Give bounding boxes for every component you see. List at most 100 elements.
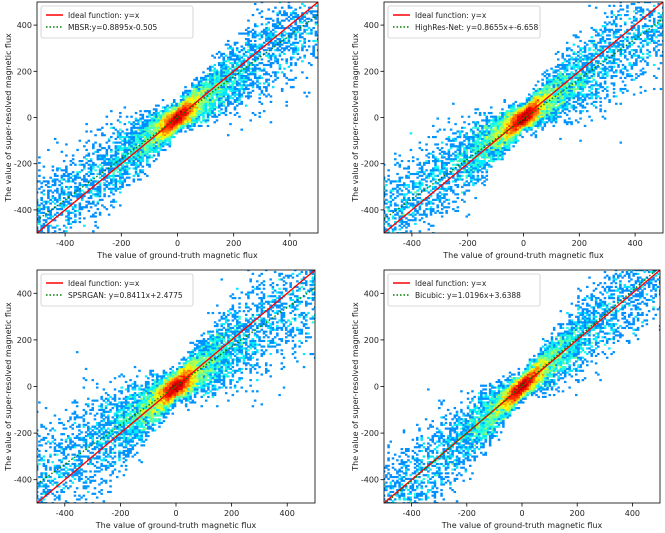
density-cell [407, 219, 410, 222]
density-cell [226, 56, 230, 59]
density-cell [65, 180, 68, 183]
density-cell [235, 89, 239, 92]
density-cell [510, 134, 513, 137]
density-cell [550, 115, 553, 118]
density-cell [186, 93, 190, 96]
density-cell [278, 34, 282, 37]
density-cell [193, 91, 196, 94]
density-cell [454, 158, 457, 161]
density-cell [242, 84, 246, 87]
density-cell [423, 172, 426, 176]
density-cell [51, 165, 55, 168]
density-cell [159, 113, 163, 116]
density-cell [213, 76, 217, 79]
density-cell [181, 115, 185, 118]
density-cell [143, 134, 147, 137]
density-cell [510, 139, 513, 142]
density-cell [608, 34, 611, 37]
density-cell [267, 39, 270, 43]
density-cell [112, 161, 115, 164]
density-cell [283, 10, 286, 13]
density-cell [581, 93, 585, 96]
density-cell [161, 106, 165, 109]
density-cell [608, 47, 611, 50]
density-cell [215, 80, 219, 83]
density-cell [47, 180, 50, 183]
density-cell [238, 115, 241, 118]
density-cell [119, 158, 122, 161]
density-cell [565, 60, 569, 63]
density-cell [610, 76, 614, 79]
density-cell [168, 134, 172, 137]
density-cell [94, 150, 97, 153]
density-cell [590, 76, 593, 79]
density-cell [630, 54, 634, 57]
density-cell [155, 145, 158, 148]
density-cell [186, 113, 190, 116]
density-cell [204, 89, 208, 92]
density-cell [431, 224, 435, 227]
density-cell [125, 139, 129, 142]
density-cell [301, 49, 304, 52]
density-cell [123, 145, 127, 148]
density-cell [168, 137, 172, 140]
density-cell [114, 178, 118, 181]
density-cell [71, 171, 75, 174]
density-cell [53, 180, 57, 183]
density-cell [130, 123, 133, 126]
density-cell [310, 32, 313, 35]
density-cell [87, 180, 91, 183]
density-cell [594, 45, 598, 48]
density-cell [621, 36, 625, 39]
density-cell [303, 45, 306, 48]
density-cell [594, 62, 598, 65]
density-cell [405, 176, 408, 179]
density-cell [588, 47, 591, 50]
density-cell [258, 69, 261, 72]
density-cell [40, 191, 43, 194]
density-cell [585, 67, 589, 70]
density-cell [501, 113, 504, 116]
density-cell [485, 141, 489, 144]
density-cell [242, 76, 246, 79]
density-cell [166, 106, 169, 109]
density-cell [608, 49, 611, 52]
density-cell [476, 165, 480, 168]
density-cell [597, 60, 600, 63]
density-cell [298, 28, 302, 31]
density-cell [527, 108, 531, 111]
density-cell [190, 110, 194, 113]
density-cell [407, 206, 410, 209]
density-cell [405, 193, 408, 196]
density-cell [217, 113, 221, 116]
density-cell [565, 91, 569, 94]
density-cell [152, 124, 156, 128]
density-cell [487, 124, 491, 128]
density-cell [137, 156, 140, 159]
density-cell [287, 78, 291, 81]
density-cell [314, 21, 318, 24]
density-cell [601, 67, 605, 70]
density-cell [655, 54, 658, 57]
density-cell [116, 150, 120, 153]
density-cell [485, 139, 489, 142]
density-cell [655, 76, 658, 79]
density-cell [96, 165, 100, 168]
density-cell [161, 124, 165, 128]
density-cell [599, 34, 602, 37]
density-cell [195, 93, 199, 96]
density-cell [146, 119, 149, 122]
density-cell [469, 148, 473, 152]
density-cell [501, 137, 504, 140]
density-cell [644, 25, 647, 28]
density-cell [98, 182, 102, 185]
density-cell [60, 204, 64, 207]
density-cell [641, 73, 645, 76]
density-cell [190, 123, 194, 126]
density-cell [525, 111, 529, 115]
density-cell [590, 56, 593, 59]
legend-box [40, 5, 194, 39]
density-cell [265, 28, 268, 31]
density-cell [418, 196, 422, 200]
density-cell [226, 99, 230, 102]
